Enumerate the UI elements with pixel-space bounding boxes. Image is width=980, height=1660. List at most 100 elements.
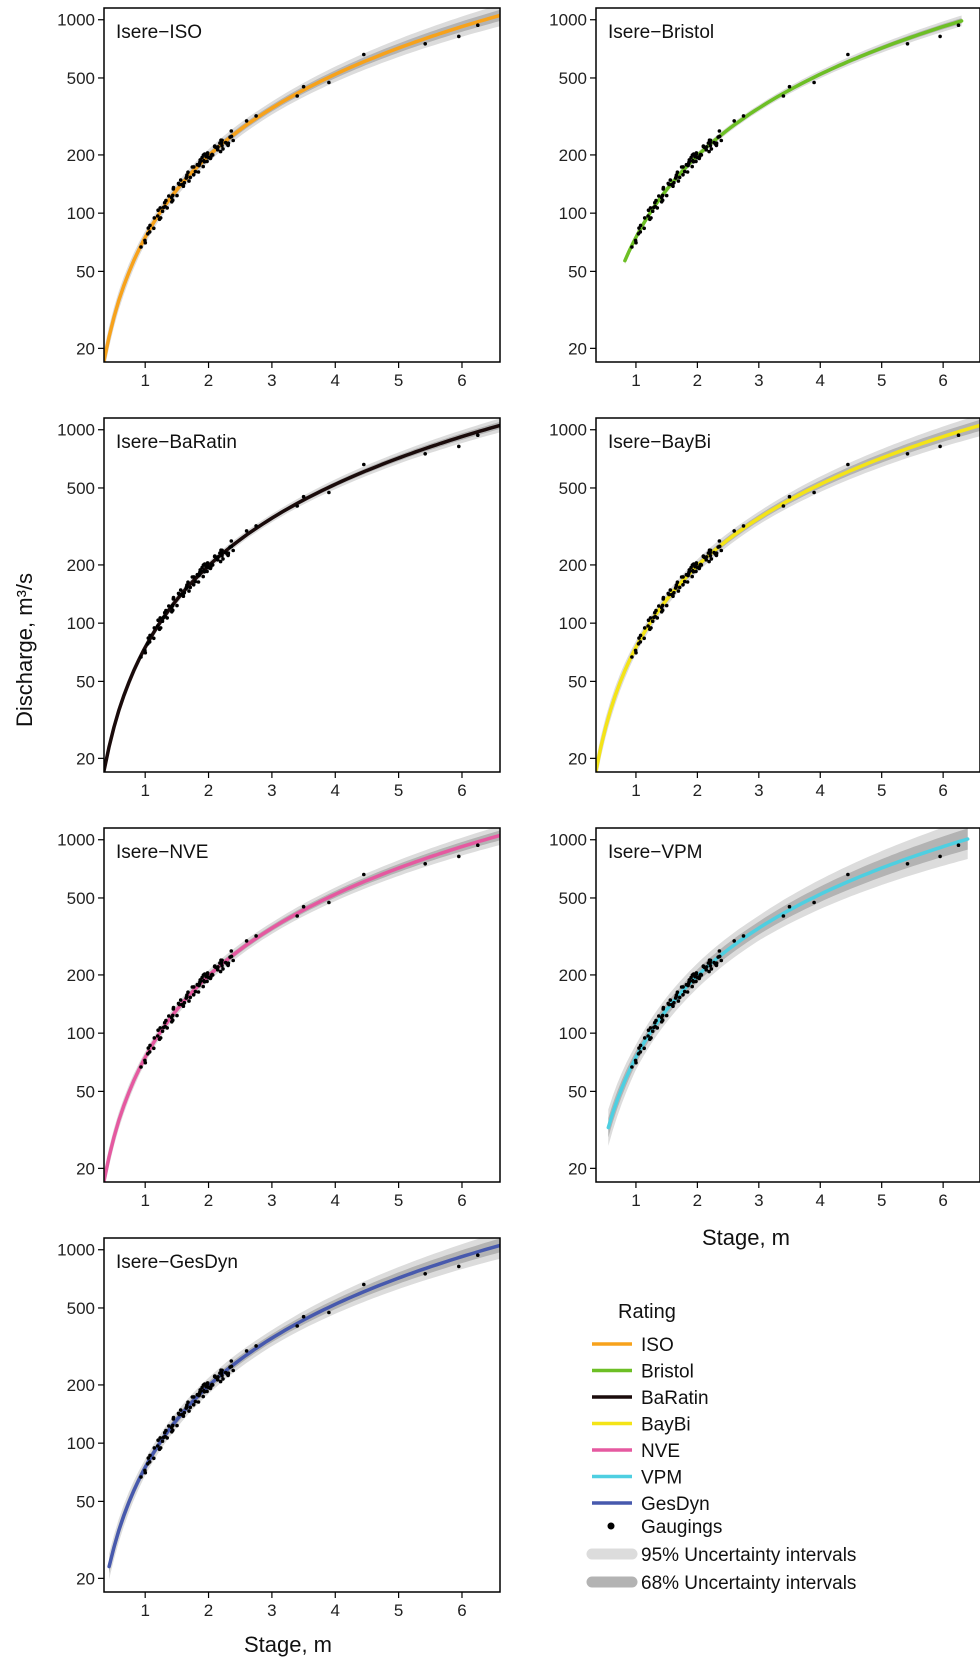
- gauging-point: [213, 144, 217, 148]
- gauging-point: [185, 1403, 189, 1407]
- y-tick-label: 50: [76, 1082, 95, 1101]
- gauging-point: [655, 1026, 660, 1030]
- gauging-point: [681, 985, 685, 989]
- gauging-point: [732, 119, 736, 123]
- gauging-point: [694, 151, 699, 155]
- gauging-point: [216, 965, 220, 969]
- gauging-point: [676, 999, 681, 1003]
- ci68-band: [624, 18, 962, 263]
- gauging-point: [139, 1065, 143, 1069]
- gauging-point: [218, 961, 222, 965]
- gauging-point: [244, 119, 249, 123]
- gauging-point: [675, 580, 680, 584]
- x-tick-label: 6: [938, 371, 947, 390]
- x-tick-label: 2: [693, 1191, 702, 1210]
- gauging-point: [178, 588, 183, 592]
- gauging-point: [671, 183, 675, 188]
- gauging-point: [642, 216, 647, 220]
- gauging-point: [171, 595, 176, 600]
- gauging-point: [220, 553, 224, 558]
- gauging-point: [687, 158, 692, 162]
- gauging-point: [220, 143, 224, 148]
- gauging-point: [677, 585, 682, 590]
- legend-label-nve: NVE: [641, 1441, 680, 1462]
- gauging-point: [653, 610, 657, 615]
- gauging-point: [165, 616, 169, 620]
- gauging-point: [362, 462, 366, 467]
- gauging-point: [158, 206, 162, 210]
- y-tick-label: 500: [67, 889, 95, 908]
- gauging-point: [218, 141, 222, 145]
- gauging-point: [209, 563, 213, 568]
- gauging-point: [231, 548, 235, 553]
- gauging-point: [634, 650, 638, 655]
- y-tick-label: 1000: [57, 421, 95, 440]
- gauging-point: [690, 563, 695, 567]
- gauging-point: [695, 975, 700, 980]
- panel-nve: 20 50 100 200 500 1000 1 2 3 4 5 6 Isere−NVE: [57, 827, 501, 1210]
- panel-title: Isere−VPM: [608, 842, 703, 863]
- gauging-point: [630, 245, 634, 249]
- gauging-point: [638, 1050, 643, 1054]
- gauging-point: [301, 494, 306, 499]
- gauging-point: [201, 973, 206, 977]
- y-tick-label: 20: [568, 1159, 587, 1178]
- gauging-point: [158, 1026, 162, 1030]
- gauging-point: [661, 185, 666, 190]
- gauging-point: [229, 129, 234, 133]
- gauging-point: [362, 52, 366, 57]
- gauging-point: [191, 1403, 196, 1407]
- gauging-point: [650, 209, 655, 213]
- gauging-point: [186, 170, 190, 174]
- y-tick-label: 200: [67, 146, 95, 165]
- gauging-point: [193, 1399, 198, 1404]
- gauging-point: [649, 626, 653, 630]
- gauging-point: [686, 161, 691, 166]
- gauging-point: [244, 1349, 249, 1353]
- gauging-point: [178, 998, 183, 1002]
- gauging-point: [698, 153, 702, 158]
- gauging-point: [694, 159, 698, 164]
- gauging-point: [204, 565, 208, 569]
- gauging-point: [158, 626, 163, 630]
- gauging-point: [719, 548, 724, 553]
- gauging-point: [741, 934, 746, 938]
- gauging-point: [694, 979, 698, 984]
- y-tick-label: 500: [559, 479, 587, 498]
- gauging-point: [649, 216, 653, 220]
- gauging-point: [681, 173, 685, 177]
- x-tick-label: 5: [877, 781, 886, 800]
- gauging-point: [167, 1014, 171, 1018]
- gauging-point: [201, 153, 206, 157]
- gauging-point: [685, 990, 690, 994]
- gauging-point: [139, 655, 143, 659]
- gauging-point: [457, 1264, 461, 1269]
- gauging-point: [254, 524, 258, 528]
- gauging-point: [676, 589, 681, 593]
- gauging-point: [695, 565, 700, 570]
- gauging-point: [677, 175, 682, 180]
- gauging-point: [661, 1005, 666, 1010]
- gauging-point: [152, 636, 156, 641]
- x-tick-label: 3: [267, 1601, 276, 1620]
- gauging-point: [215, 968, 220, 972]
- gauging-point: [216, 1375, 220, 1379]
- gauging-point: [677, 995, 682, 1000]
- gauging-point: [143, 1470, 148, 1475]
- gauging-point: [198, 568, 202, 572]
- gauging-point: [956, 433, 961, 438]
- gauging-point: [156, 208, 160, 212]
- x-tick-label: 1: [631, 1191, 640, 1210]
- y-tick-label: 20: [76, 339, 95, 358]
- gauging-point: [812, 490, 816, 495]
- gauging-point: [204, 1385, 208, 1389]
- legend-label-baybi: BayBi: [641, 1415, 691, 1436]
- gauging-point: [198, 978, 202, 982]
- gauging-point: [244, 939, 249, 943]
- gauging-point: [664, 603, 669, 608]
- gauging-point: [219, 958, 223, 962]
- gauging-point: [659, 605, 664, 610]
- gauging-point: [215, 148, 220, 152]
- gauging-point: [254, 114, 258, 118]
- gauging-point: [231, 138, 235, 143]
